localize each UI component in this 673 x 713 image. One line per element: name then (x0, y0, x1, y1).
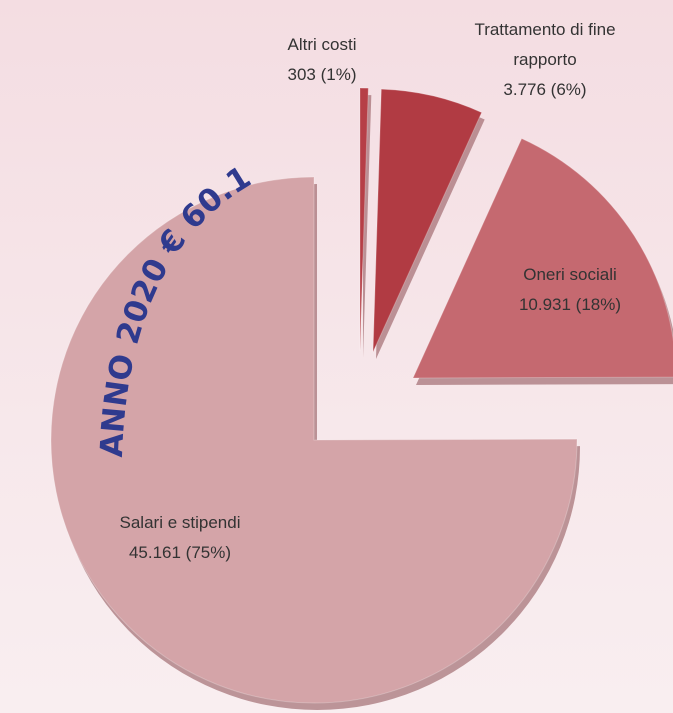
slice (412, 137, 673, 379)
slice-label: Altri costi 303 (1%) (262, 30, 382, 90)
slice-label: Salari e stipendi 45.161 (75%) (80, 508, 280, 568)
slice-value: 3.776 (6%) (503, 80, 587, 99)
slice-value: 303 (1%) (287, 65, 357, 84)
slices (50, 87, 673, 710)
slice (50, 176, 578, 704)
slice-name: Oneri sociali (523, 265, 617, 284)
slice-name: Altri costi (287, 35, 357, 54)
slice (359, 87, 369, 352)
slice-value: 45.161 (75%) (128, 543, 232, 562)
slice-label: Trattamento di fine rapporto 3.776 (6%) (470, 15, 620, 105)
slice (372, 88, 483, 353)
slice-value: 10.931 (18%) (518, 295, 622, 314)
slice-name: Trattamento di fine rapporto (474, 20, 616, 69)
slice-label: Oneri sociali 10.931 (18%) (490, 260, 650, 320)
slice-name: Salari e stipendi (119, 513, 241, 532)
